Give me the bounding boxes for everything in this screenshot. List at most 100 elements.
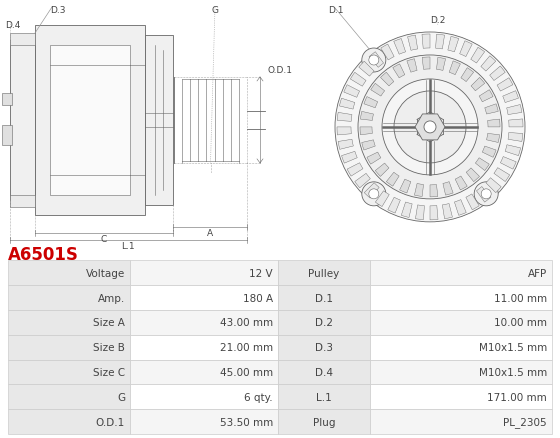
Bar bbox=[130, 310, 278, 335]
Bar bbox=[278, 261, 370, 286]
Text: C: C bbox=[101, 234, 107, 243]
Text: 11.00 mm: 11.00 mm bbox=[494, 293, 547, 303]
Bar bbox=[130, 335, 278, 360]
Text: 21.00 mm: 21.00 mm bbox=[220, 343, 273, 353]
Bar bbox=[8, 310, 130, 335]
Wedge shape bbox=[501, 157, 516, 170]
Circle shape bbox=[369, 189, 379, 199]
Wedge shape bbox=[361, 112, 374, 121]
Bar bbox=[35, 26, 145, 215]
Wedge shape bbox=[371, 84, 385, 97]
Bar bbox=[50, 46, 130, 195]
Wedge shape bbox=[369, 53, 384, 68]
Bar bbox=[278, 310, 370, 335]
Bar bbox=[278, 409, 370, 434]
Wedge shape bbox=[488, 120, 500, 127]
Bar bbox=[370, 409, 552, 434]
Bar bbox=[8, 261, 130, 286]
Text: G: G bbox=[212, 6, 218, 15]
Wedge shape bbox=[466, 169, 479, 182]
Wedge shape bbox=[477, 187, 491, 203]
Bar bbox=[370, 310, 552, 335]
Wedge shape bbox=[394, 39, 405, 55]
Wedge shape bbox=[375, 191, 389, 207]
Wedge shape bbox=[461, 68, 474, 82]
Bar bbox=[130, 385, 278, 409]
Text: AFP: AFP bbox=[528, 268, 547, 278]
Wedge shape bbox=[386, 173, 399, 187]
Wedge shape bbox=[347, 163, 363, 177]
Text: G: G bbox=[117, 392, 125, 402]
Text: Size A: Size A bbox=[93, 318, 125, 328]
Text: 180 A: 180 A bbox=[243, 293, 273, 303]
Bar bbox=[278, 335, 370, 360]
Bar bbox=[370, 261, 552, 286]
Text: 171.00 mm: 171.00 mm bbox=[487, 392, 547, 402]
Wedge shape bbox=[414, 184, 423, 197]
Wedge shape bbox=[393, 65, 405, 79]
Text: Size C: Size C bbox=[93, 367, 125, 377]
Text: Pulley: Pulley bbox=[309, 268, 339, 278]
Wedge shape bbox=[380, 73, 394, 87]
Wedge shape bbox=[364, 184, 379, 198]
Wedge shape bbox=[494, 168, 510, 182]
Wedge shape bbox=[430, 206, 438, 220]
Wedge shape bbox=[475, 159, 489, 171]
Text: L.1: L.1 bbox=[316, 392, 332, 402]
Text: D.3: D.3 bbox=[50, 6, 66, 15]
Bar bbox=[8, 335, 130, 360]
Wedge shape bbox=[479, 91, 493, 102]
Bar bbox=[8, 385, 130, 409]
Bar bbox=[278, 385, 370, 409]
Bar bbox=[370, 360, 552, 385]
Wedge shape bbox=[422, 58, 430, 70]
Circle shape bbox=[335, 33, 525, 223]
Circle shape bbox=[481, 189, 491, 199]
Wedge shape bbox=[436, 35, 445, 50]
Wedge shape bbox=[471, 78, 485, 92]
Wedge shape bbox=[388, 198, 400, 214]
Wedge shape bbox=[408, 36, 418, 51]
Bar bbox=[278, 360, 370, 385]
Circle shape bbox=[382, 80, 478, 176]
Wedge shape bbox=[400, 180, 411, 194]
Wedge shape bbox=[355, 174, 370, 188]
Circle shape bbox=[424, 122, 436, 134]
Wedge shape bbox=[362, 141, 375, 151]
Wedge shape bbox=[448, 37, 459, 53]
Circle shape bbox=[362, 182, 386, 206]
Wedge shape bbox=[505, 145, 521, 156]
Text: 45.00 mm: 45.00 mm bbox=[220, 367, 273, 377]
Wedge shape bbox=[430, 185, 438, 198]
Text: 12 V: 12 V bbox=[249, 268, 273, 278]
Text: O.D.1: O.D.1 bbox=[268, 66, 293, 75]
Text: O.D.1: O.D.1 bbox=[96, 417, 125, 427]
Wedge shape bbox=[508, 120, 523, 127]
Text: 10.00 mm: 10.00 mm bbox=[494, 318, 547, 328]
Text: M10x1.5 mm: M10x1.5 mm bbox=[479, 367, 547, 377]
Bar bbox=[8, 286, 130, 310]
Text: Plug: Plug bbox=[312, 417, 335, 427]
Circle shape bbox=[474, 182, 498, 206]
Text: Size B: Size B bbox=[93, 343, 125, 353]
Wedge shape bbox=[344, 85, 360, 98]
Wedge shape bbox=[364, 97, 378, 109]
Wedge shape bbox=[351, 73, 366, 87]
Wedge shape bbox=[337, 113, 352, 122]
Wedge shape bbox=[360, 127, 372, 135]
Text: Amp.: Amp. bbox=[98, 293, 125, 303]
Wedge shape bbox=[455, 177, 467, 191]
Text: D.4: D.4 bbox=[5, 21, 20, 30]
Wedge shape bbox=[482, 147, 496, 158]
Bar bbox=[130, 360, 278, 385]
Wedge shape bbox=[342, 152, 357, 164]
Bar bbox=[10, 195, 35, 207]
Text: D.1: D.1 bbox=[328, 6, 343, 15]
Wedge shape bbox=[449, 62, 460, 75]
Text: M10x1.5 mm: M10x1.5 mm bbox=[479, 343, 547, 353]
Wedge shape bbox=[339, 99, 355, 110]
Wedge shape bbox=[442, 204, 452, 219]
Bar bbox=[130, 286, 278, 310]
Wedge shape bbox=[485, 105, 498, 115]
Wedge shape bbox=[381, 45, 394, 61]
